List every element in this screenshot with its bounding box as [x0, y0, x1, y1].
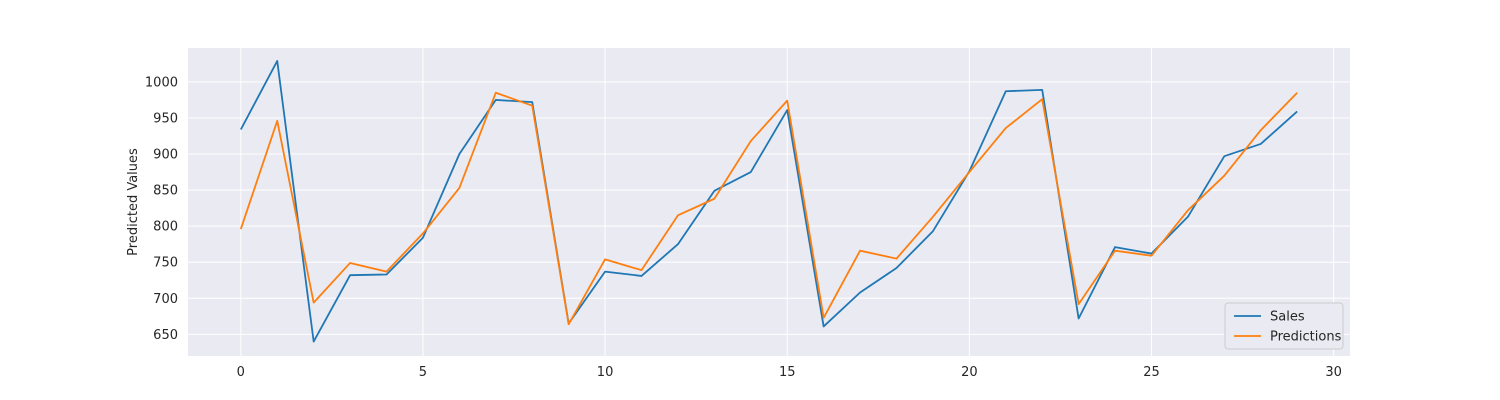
x-tick-label: 30 [1325, 365, 1342, 380]
legend-label: Sales [1270, 310, 1305, 325]
y-tick-label: 900 [153, 148, 178, 163]
legend-label: Predictions [1270, 330, 1342, 345]
tick-labels: 0 5 10 15 20 25 30 650 700 750 800 850 900 950 1000 [145, 75, 1342, 380]
series-lines [239, 60, 1298, 343]
x-tick-label: 20 [961, 365, 978, 380]
plot-area [188, 48, 1350, 356]
y-tick-label: 750 [153, 256, 178, 271]
x-tick-label: 25 [1143, 365, 1160, 380]
y-tick-label: 800 [153, 220, 178, 235]
x-tick-label: 5 [419, 365, 427, 380]
series-line-predictions [239, 91, 1298, 326]
x-tick-label: 15 [779, 365, 796, 380]
y-axis-label: Predicted Values [126, 148, 141, 256]
series-line-sales [240, 60, 1298, 343]
y-tick-label: 950 [153, 111, 178, 126]
x-tick-label: 0 [237, 365, 245, 380]
x-tick-label: 10 [597, 365, 614, 380]
legend: Sales Predictions [1224, 302, 1344, 350]
y-tick-label: 650 [153, 328, 178, 343]
legend-box [1224, 302, 1344, 350]
y-tick-label: 850 [153, 184, 178, 199]
grid [188, 48, 1350, 356]
y-tick-label: 1000 [145, 75, 178, 90]
y-tick-label: 700 [153, 292, 178, 307]
